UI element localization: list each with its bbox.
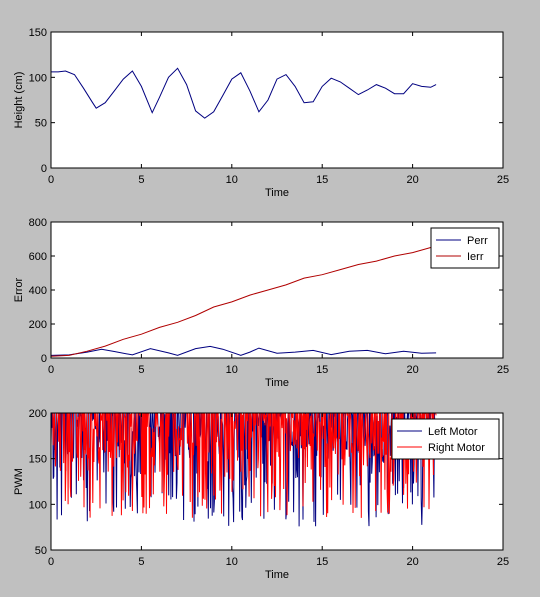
series-line-1	[51, 345, 437, 356]
chart-3: 0 5 10 15 20 25 50 100 150 200 Time PWM Left Motor Ri…	[13, 408, 509, 581]
y-axis-label: Error	[13, 277, 25, 302]
legend-box	[430, 227, 500, 269]
x-tick-label: 10	[226, 556, 238, 568]
x-tick-label: 20	[406, 364, 418, 376]
x-axis-label: Time	[265, 569, 289, 581]
plot-area	[51, 32, 503, 168]
y-tick-label: 150	[29, 27, 47, 39]
y-tick-label: 0	[41, 353, 47, 365]
chart-1: 0 5 10 15 20 25 0 50 100 150 Time Height (cm)	[13, 27, 509, 199]
x-tick-label: 0	[48, 174, 54, 186]
x-tick-label: 25	[497, 174, 509, 186]
plot-series	[51, 67, 437, 119]
y-tick-label: 50	[35, 545, 47, 557]
y-tick-label: 400	[29, 285, 47, 297]
x-tick-label: 5	[138, 174, 144, 186]
y-axis-label: Height (cm)	[13, 72, 25, 129]
y-tick-label: 200	[29, 319, 47, 331]
legend-label: Right Motor	[428, 442, 485, 454]
x-axis-label: Time	[265, 377, 289, 389]
y-tick-label: 600	[29, 251, 47, 263]
series-line-2	[51, 413, 437, 518]
x-tick-label: 5	[138, 364, 144, 376]
x-tick-label: 20	[406, 556, 418, 568]
x-tick-label: 10	[226, 174, 238, 186]
legend-label: Left Motor	[428, 426, 478, 438]
legend: Perr Ierr	[430, 227, 500, 269]
y-tick-label: 100	[29, 72, 47, 84]
x-tick-label: 15	[316, 364, 328, 376]
legend-label: Ierr	[467, 251, 484, 263]
axes-frame	[50, 31, 504, 169]
x-tick-label: 20	[406, 174, 418, 186]
x-tick-label: 25	[497, 556, 509, 568]
y-tick-label: 150	[29, 454, 47, 466]
x-tick-label: 25	[497, 364, 509, 376]
legend-label: Perr	[467, 235, 488, 247]
y-tick-label: 0	[41, 163, 47, 175]
x-tick-label: 10	[226, 364, 238, 376]
x-axis-label: Time	[265, 187, 289, 199]
axes-frame	[50, 412, 504, 551]
plot-area	[51, 222, 503, 358]
x-tick-label: 15	[316, 556, 328, 568]
y-tick-label: 800	[29, 217, 47, 229]
chart-2: 0 5 10 15 20 25 0 200 400 600 800 Time Error Perr Ierr	[13, 217, 509, 389]
series-line-2	[51, 246, 437, 357]
y-tick-label: 100	[29, 499, 47, 511]
y-axis-label: PWM	[13, 468, 25, 495]
legend-box	[391, 418, 500, 460]
series-line-1	[51, 67, 437, 119]
x-tick-label: 5	[138, 556, 144, 568]
legend: Left Motor Right Motor	[391, 418, 500, 460]
y-tick-label: 50	[35, 118, 47, 130]
x-tick-label: 15	[316, 174, 328, 186]
x-tick-label: 0	[48, 364, 54, 376]
x-tick-label: 0	[48, 556, 54, 568]
y-tick-label: 200	[29, 408, 47, 420]
plot-series	[51, 246, 437, 357]
